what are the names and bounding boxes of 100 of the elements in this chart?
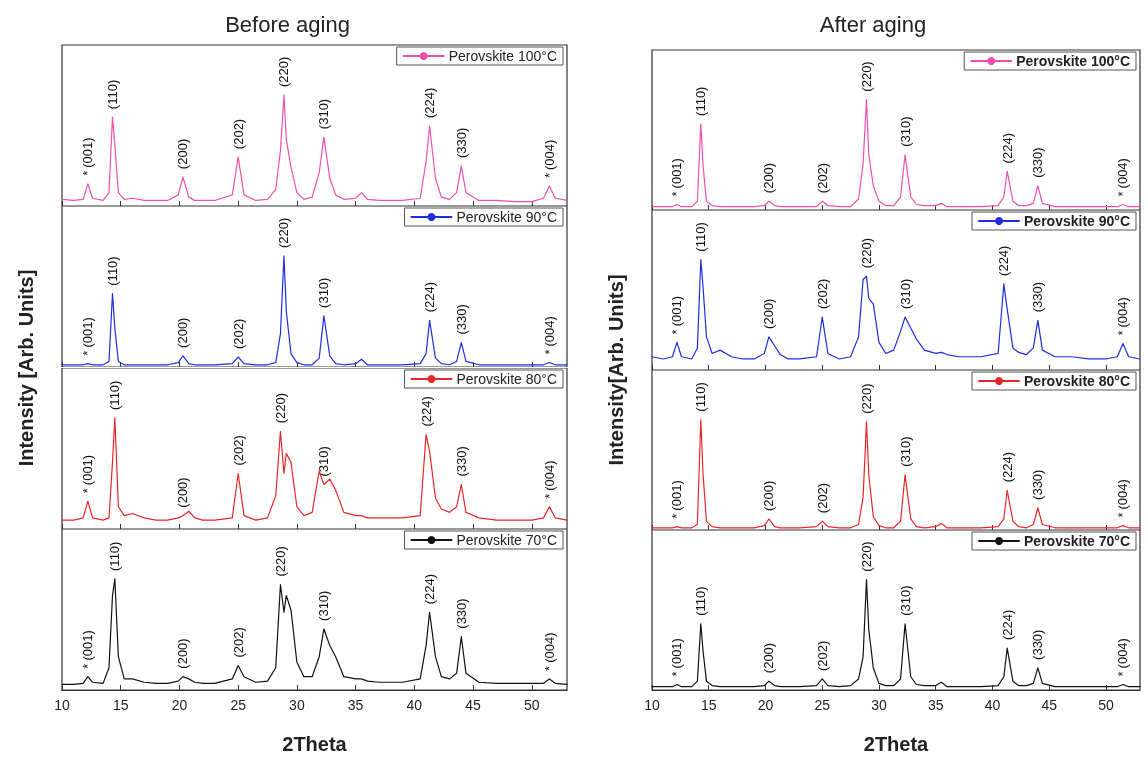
- x-tick-label: 50: [523, 696, 540, 713]
- x-tick-label: 10: [54, 696, 70, 713]
- annotation: (310): [897, 116, 913, 147]
- x-tick-label: 35: [347, 696, 364, 713]
- annotation: (004): [1115, 297, 1131, 328]
- annotation: (330): [1030, 281, 1046, 313]
- annotation: (224): [999, 451, 1015, 483]
- x-tick-label: 30: [871, 697, 887, 713]
- annotation: *: [669, 329, 685, 335]
- legend-label: Perovskite 100°C: [448, 48, 558, 64]
- annotation: (202): [230, 118, 246, 150]
- annotation: (202): [814, 162, 830, 194]
- annotation: (202): [814, 640, 830, 671]
- annotation: (220): [858, 237, 874, 269]
- annotation: (202): [230, 434, 246, 465]
- annotation: (330): [1030, 147, 1046, 178]
- annotation: (001): [80, 137, 96, 168]
- legend-label: Perovskite 80°C: [456, 370, 557, 387]
- x-tick-label: 45: [465, 696, 482, 713]
- annotation: *: [541, 493, 557, 499]
- annotation: (001): [669, 480, 685, 511]
- annotation: (110): [693, 86, 709, 116]
- annotation: (110): [693, 382, 709, 412]
- annotation: (004): [541, 632, 557, 663]
- annotation: *: [80, 170, 96, 176]
- annotation: (200): [761, 642, 777, 674]
- annotation: (202): [814, 482, 830, 514]
- annotation: (004): [1115, 638, 1131, 669]
- annotation: (310): [316, 445, 332, 477]
- annotation: (310): [316, 277, 332, 309]
- annotation: (110): [105, 256, 120, 286]
- annotation: (220): [858, 541, 874, 572]
- annotation: *: [1115, 671, 1131, 677]
- annotation: *: [669, 191, 685, 197]
- annotation: (004): [1115, 479, 1131, 510]
- annotation: (200): [175, 317, 191, 349]
- annotation: (330): [1030, 469, 1046, 500]
- annotation: (224): [996, 245, 1012, 276]
- annotation: (200): [761, 298, 777, 329]
- x-tick-label: 40: [406, 696, 423, 713]
- annotation: (200): [761, 480, 777, 511]
- annotation: (110): [107, 380, 123, 410]
- annotation: (220): [276, 56, 292, 87]
- annotation: *: [1115, 330, 1131, 336]
- annotation: (200): [175, 476, 191, 508]
- x-tick-label: 45: [1041, 697, 1058, 713]
- annotation: *: [541, 172, 557, 179]
- annotation: (001): [669, 638, 685, 669]
- annotation: (110): [107, 541, 123, 571]
- x-tick-label: 20: [757, 697, 774, 713]
- annotation: (220): [276, 217, 292, 249]
- annotation: *: [80, 487, 96, 493]
- annotation: (001): [80, 454, 96, 485]
- x-tick-label: 30: [289, 696, 305, 713]
- annotation: (224): [422, 282, 438, 313]
- x-axis-title: 2Theta: [863, 733, 930, 755]
- annotation: (202): [230, 318, 246, 350]
- legend-label: Perovskite 100°C: [1016, 53, 1130, 69]
- x-tick-label: 25: [230, 696, 247, 713]
- annotation: (330): [453, 127, 469, 159]
- annotation: (004): [1115, 158, 1131, 189]
- annotation: (330): [1030, 629, 1046, 660]
- x-tick-label: 40: [984, 697, 1001, 713]
- annotation: (310): [897, 436, 913, 467]
- annotation: (224): [418, 395, 434, 427]
- annotation: (224): [422, 87, 438, 119]
- annotation: (004): [541, 316, 557, 347]
- legend-label: Perovskite 70°C: [1024, 533, 1131, 549]
- annotation: (220): [272, 545, 288, 577]
- annotation: (330): [453, 304, 469, 335]
- chart-title: After aging: [819, 11, 927, 37]
- annotation: (224): [422, 573, 438, 605]
- annotation: (220): [858, 61, 874, 92]
- annotation: *: [80, 350, 96, 356]
- annotation: (001): [80, 317, 96, 348]
- annotation: (110): [693, 586, 709, 616]
- annotation: (004): [541, 459, 557, 491]
- annotation: (220): [858, 383, 874, 414]
- annotation: (001): [80, 630, 96, 661]
- annotation: (310): [316, 98, 332, 130]
- annotation: (200): [175, 638, 191, 669]
- annotation: (202): [230, 626, 246, 658]
- y-axis-title: Intensity[Arb. Units]: [604, 274, 628, 466]
- annotation: *: [541, 665, 557, 671]
- x-tick-label: 15: [112, 696, 129, 713]
- annotation: (001): [669, 158, 685, 189]
- annotation: (310): [897, 585, 913, 616]
- annotation: *: [80, 663, 96, 669]
- x-tick-label: 35: [927, 697, 944, 713]
- legend-label: Perovskite 90°C: [1024, 213, 1131, 229]
- annotation: (001): [669, 296, 685, 327]
- annotation: (310): [316, 590, 332, 621]
- annotation: (110): [105, 79, 120, 110]
- annotation: (220): [272, 392, 288, 423]
- annotation: *: [669, 671, 685, 677]
- x-tick-label: 10: [644, 697, 660, 713]
- annotation: (200): [761, 162, 777, 194]
- x-tick-label: 25: [814, 697, 831, 713]
- annotation: *: [669, 513, 685, 519]
- chart-title: Before aging: [225, 11, 350, 37]
